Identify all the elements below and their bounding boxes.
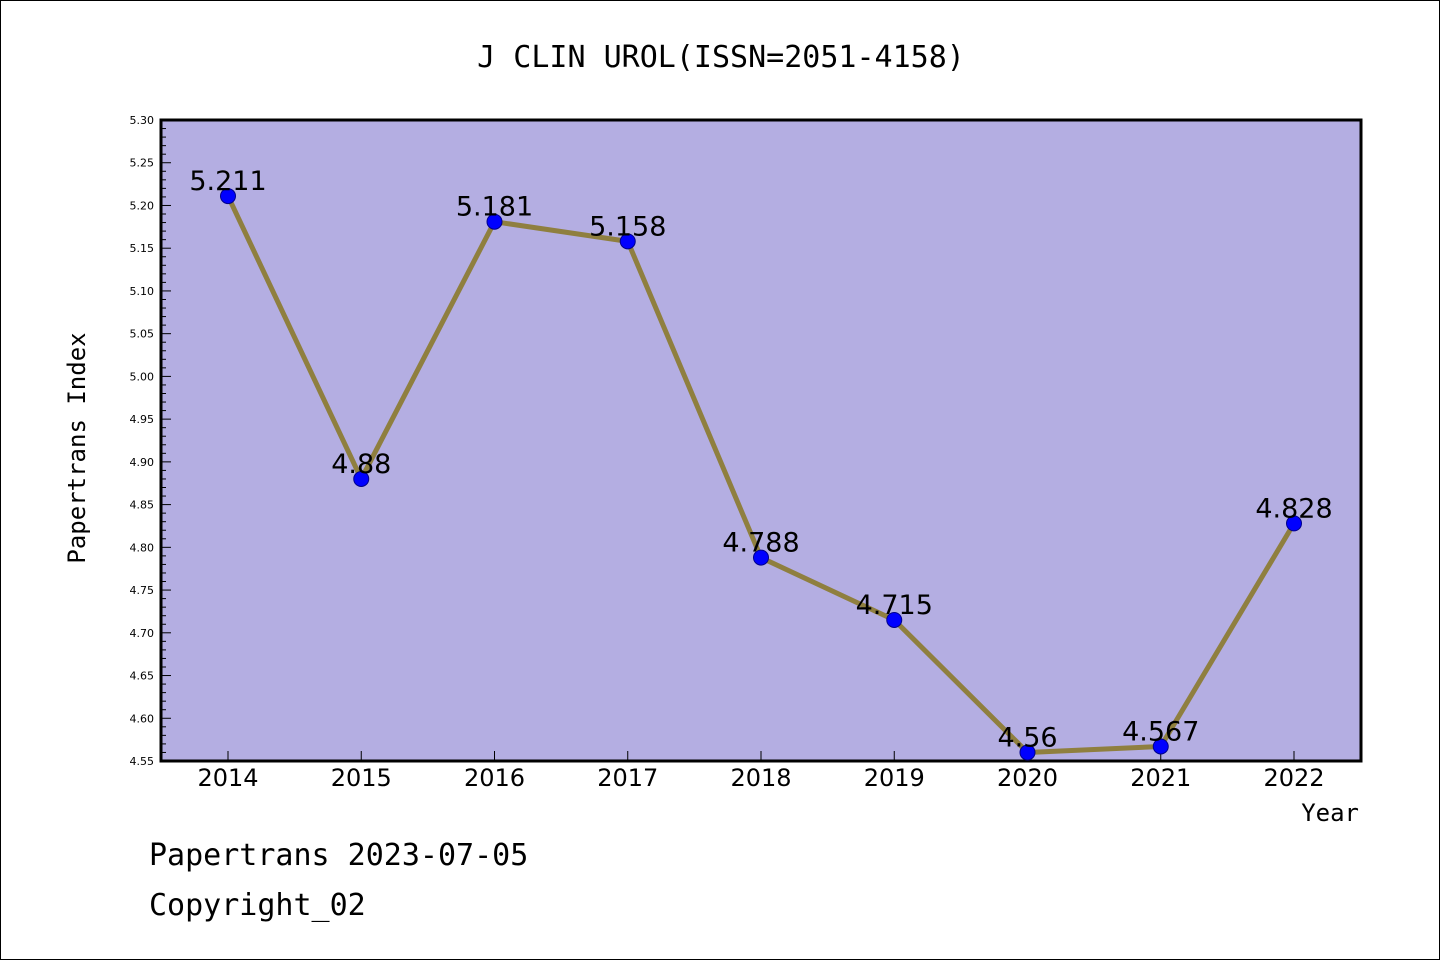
data-point-marker (1286, 515, 1302, 532)
x-tick-label: 2018 (730, 764, 791, 792)
y-tick-label: 5.30 (130, 114, 155, 127)
x-axis-label: Year (1301, 799, 1359, 827)
data-label: 4.567 (1122, 716, 1199, 747)
x-tick-label: 2014 (197, 764, 258, 792)
y-tick-label: 4.80 (130, 541, 155, 554)
y-tick-label: 4.70 (130, 627, 155, 640)
data-label: 4.56 (997, 722, 1057, 753)
y-tick-label: 5.20 (130, 199, 155, 212)
data-label: 4.88 (331, 449, 391, 480)
y-tick-label: 4.65 (130, 670, 155, 683)
y-tick-label: 4.95 (130, 413, 155, 426)
y-axis: 4.55 4.60 4.65 4.70 4.75 4.80 4.85 4.90 4.95 5.00… (130, 114, 171, 768)
y-tick-label: 4.90 (130, 456, 155, 469)
data-point-marker (1152, 738, 1169, 755)
data-point-marker (353, 470, 370, 487)
y-tick-label: 5.10 (130, 285, 155, 298)
data-point-marker (619, 233, 636, 250)
data-point-marker (1019, 744, 1036, 761)
data-label: 4.788 (722, 528, 799, 559)
chart-title: J CLIN UROL(ISSN=2051-4158) (477, 40, 965, 75)
y-tick-label: 4.75 (130, 584, 155, 597)
x-tick-label: 2020 (997, 764, 1058, 792)
y-tick-label: 4.85 (130, 499, 155, 512)
plot-area (159, 118, 1363, 763)
x-axis: 2014 2015 2016 2017 2018 2019 2020 2021 2022 (197, 751, 1325, 792)
y-tick-label: 4.55 (130, 755, 155, 768)
data-point-marker (753, 549, 769, 566)
x-tick-label: 2021 (1130, 764, 1191, 792)
y-tick-label: 5.00 (130, 370, 155, 383)
data-label: 5.181 (456, 192, 533, 223)
y-tick-label: 5.05 (130, 328, 155, 341)
x-tick-label: 2016 (464, 764, 525, 792)
y-tick-label: 5.25 (130, 157, 155, 170)
x-tick-label: 2017 (597, 764, 658, 792)
series-group (220, 188, 1302, 761)
data-point-marker (486, 213, 503, 230)
y-tick-label: 5.15 (130, 242, 155, 255)
data-label: 5.211 (189, 166, 266, 197)
x-tick-label: 2019 (864, 764, 925, 792)
x-tick-label: 2015 (331, 764, 392, 792)
data-point-marker (886, 611, 903, 628)
footer-copyright: Copyright_02 (149, 888, 366, 923)
x-tick-label: 2022 (1263, 764, 1324, 792)
data-label: 4.715 (856, 590, 933, 621)
data-label: 4.828 (1255, 493, 1332, 524)
data-labels-group: 5.211 4.88 5.181 5.158 4.788 4.715 4.56 4.567 4.… (189, 166, 1332, 753)
y-axis-label: Papertrans Index (63, 332, 91, 563)
y-tick-label: 4.60 (130, 712, 155, 725)
data-label: 5.158 (589, 211, 666, 242)
data-point-marker (220, 188, 236, 205)
footer-date: Papertrans 2023-07-05 (149, 838, 528, 873)
